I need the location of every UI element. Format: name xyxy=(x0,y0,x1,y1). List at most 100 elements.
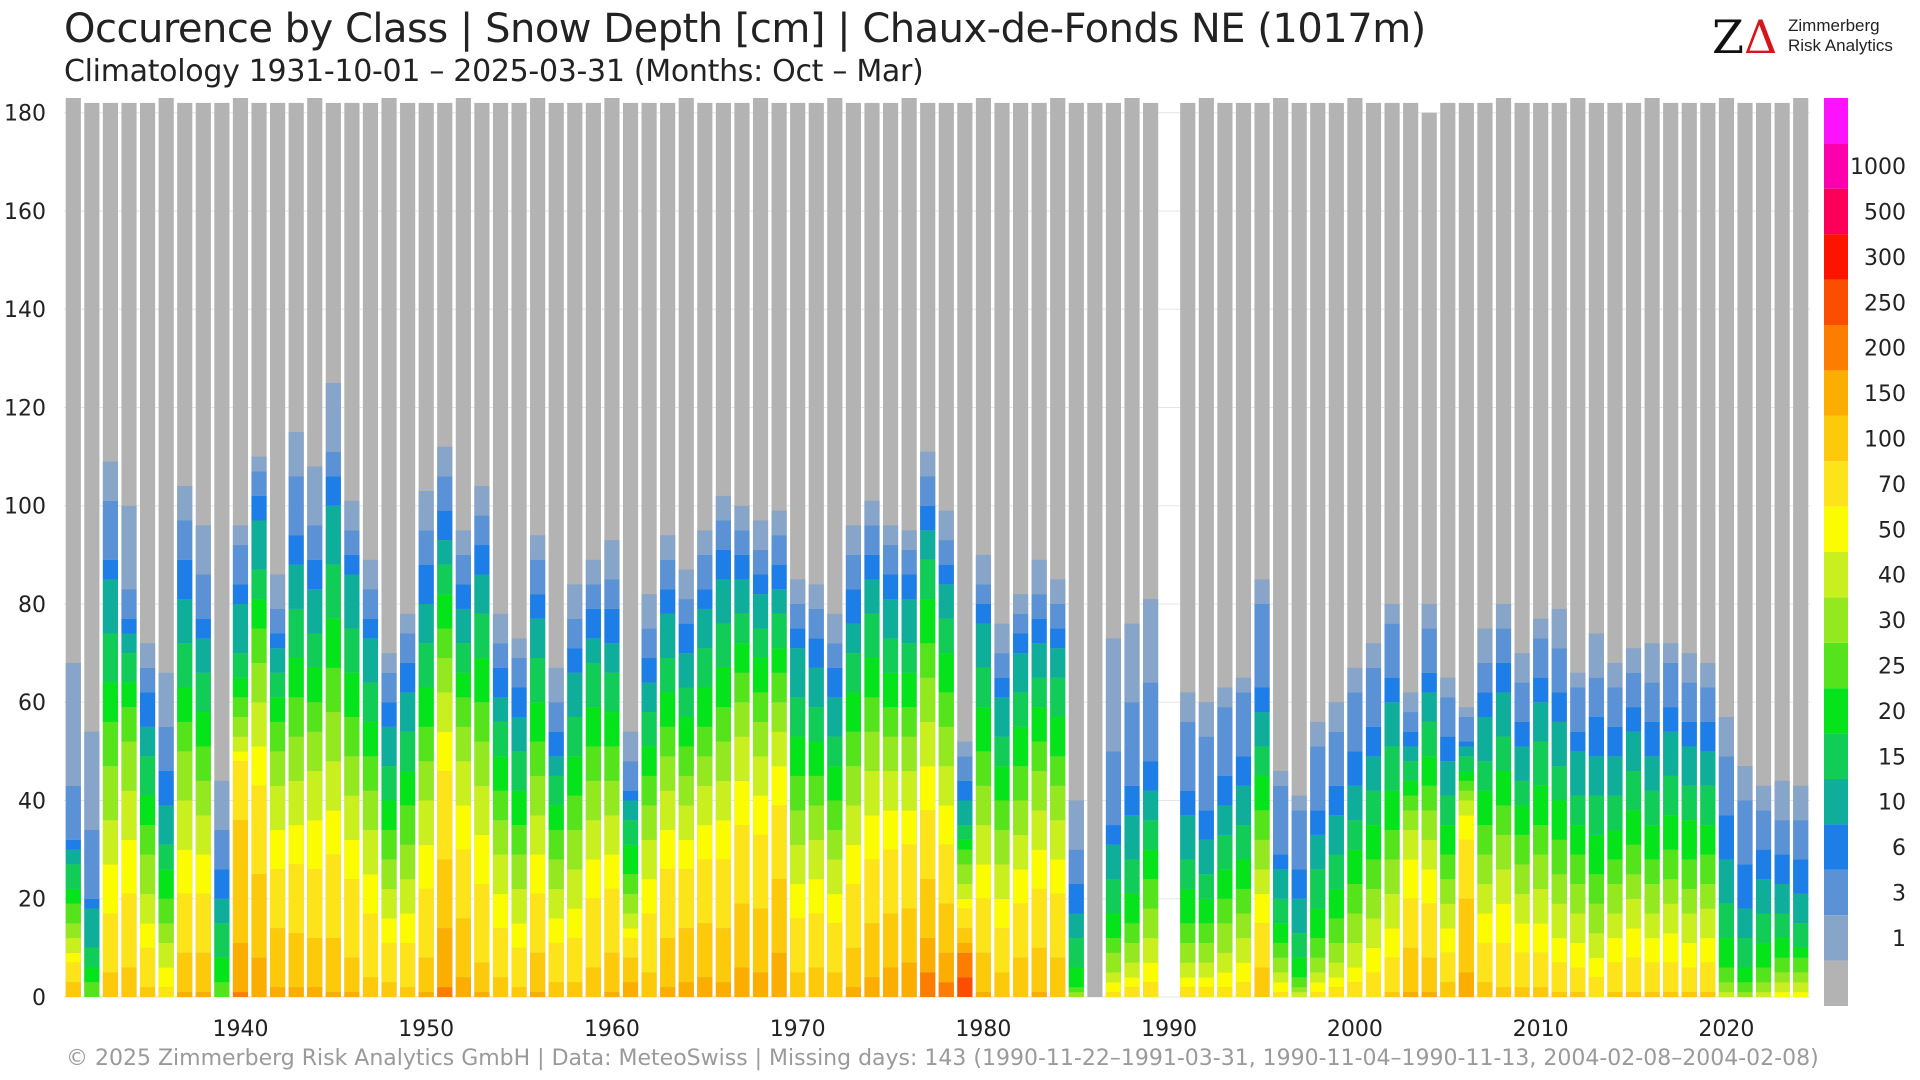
bar-segment-50 xyxy=(251,746,267,786)
bar-segment-25 xyxy=(938,692,954,727)
bar-segment-20 xyxy=(1458,771,1474,781)
bar-segment-10 xyxy=(1217,805,1233,835)
season-bar-1949 xyxy=(400,102,416,997)
bar-segment-100 xyxy=(994,972,1010,997)
bar-segment-100 xyxy=(511,987,527,997)
legend-label: 100 xyxy=(1864,428,1906,453)
bar-segment-3 xyxy=(455,554,471,585)
bar-segment-3 xyxy=(530,559,546,595)
bar-segment-6 xyxy=(84,898,100,909)
bar-segment-70 xyxy=(845,884,862,948)
bar-segment-50 xyxy=(437,731,453,772)
bar-segment-30 xyxy=(1774,972,1790,983)
bar-segment-6 xyxy=(975,603,992,624)
bar-segment-30 xyxy=(530,775,546,816)
bar-segment-10 xyxy=(1254,712,1270,747)
bar-segment-150 xyxy=(288,987,304,997)
bar-segment-25 xyxy=(1514,834,1530,865)
bar-segment-50 xyxy=(1644,938,1660,963)
bars xyxy=(65,98,1809,998)
bar-segment-100 xyxy=(437,859,453,929)
bar-segment-40 xyxy=(548,888,564,919)
bar-segment-10 xyxy=(1068,913,1084,939)
bar-segment-30 xyxy=(1663,879,1679,904)
bar-segment-15 xyxy=(641,712,657,747)
season-bar-2019 xyxy=(1700,102,1716,997)
bar-segment-150 xyxy=(270,987,286,997)
bar-segment-30 xyxy=(622,893,639,914)
bar-segment-20 xyxy=(1031,707,1047,742)
legend-label: 1 xyxy=(1892,927,1906,952)
bar-segment-6 xyxy=(102,559,119,580)
bar-segment-50 xyxy=(362,874,379,914)
bar-segment-50 xyxy=(1793,992,1809,997)
bar-segment-1 xyxy=(474,486,490,516)
bar-segment-10 xyxy=(344,574,360,629)
bar-segment-40 xyxy=(845,805,862,845)
bar-segment-30 xyxy=(362,790,379,830)
bar-segment-1 xyxy=(1403,692,1419,713)
bar-segment-25 xyxy=(1737,982,1753,993)
bar-segment-1 xyxy=(1588,633,1604,678)
bar-segment-25 xyxy=(362,756,379,791)
legend-label: 1000 xyxy=(1850,155,1906,180)
season-bar-1943 xyxy=(288,102,304,997)
bar-segment-6 xyxy=(567,648,583,673)
bar-segment-15 xyxy=(1718,903,1735,939)
bar-segment-30 xyxy=(1495,834,1512,870)
bar-segment-150 xyxy=(938,952,954,983)
bar-segment-6 xyxy=(1254,687,1270,713)
bar-segment-10 xyxy=(492,697,509,722)
bar-segment-10 xyxy=(1421,692,1437,722)
season-bar-1996 xyxy=(1273,98,1289,997)
logo-line-2: Risk Analytics xyxy=(1788,36,1893,55)
bar-segment-20 xyxy=(1440,825,1456,855)
season-bar-1992 xyxy=(1198,98,1214,997)
bar-segment-100 xyxy=(1533,987,1549,997)
bar-segment-150 xyxy=(1403,992,1419,997)
bar-segment-100 xyxy=(622,957,639,983)
bar-segment-no-snow xyxy=(1291,102,1307,997)
bar-segment-25 xyxy=(1328,918,1344,943)
bar-segment-100 xyxy=(492,977,509,997)
bar-segment-100 xyxy=(1421,957,1437,993)
bar-segment-25 xyxy=(1310,938,1326,958)
bar-segment-30 xyxy=(1347,913,1363,943)
bar-segment-1 xyxy=(790,579,806,604)
bar-segment-70 xyxy=(752,834,769,909)
bar-segment-40 xyxy=(270,785,286,830)
x-tick-label: 2010 xyxy=(1513,1017,1569,1042)
bar-segment-6 xyxy=(418,564,434,604)
bar-segment-20 xyxy=(121,682,137,708)
bar-segment-20 xyxy=(474,658,490,703)
bar-segment-100 xyxy=(344,957,360,993)
bar-segment-15 xyxy=(121,653,137,683)
bar-segment-20 xyxy=(1068,967,1084,988)
bar-segment-6 xyxy=(1217,775,1233,806)
bar-segment-20 xyxy=(1124,893,1140,924)
bar-segment-10 xyxy=(214,898,230,924)
bar-segment-10 xyxy=(1403,746,1419,762)
bar-segment-6 xyxy=(1793,859,1809,894)
bar-segment-1 xyxy=(938,510,954,541)
bar-segment-15 xyxy=(1012,692,1029,727)
season-bar-2011 xyxy=(1551,102,1567,997)
bar-segment-40 xyxy=(994,864,1010,899)
bar-segment-20 xyxy=(1143,849,1159,880)
bar-segment-50 xyxy=(1663,933,1679,963)
bar-segment-100 xyxy=(864,923,880,978)
bar-segment-10 xyxy=(1774,884,1790,914)
bar-segment-40 xyxy=(65,938,81,953)
bar-segment-20 xyxy=(381,800,397,830)
bar-segment-6 xyxy=(1551,692,1567,722)
bar-segment-30 xyxy=(139,854,156,894)
bar-segment-6 xyxy=(1681,721,1697,747)
bar-segment-3 xyxy=(1254,603,1270,688)
legend-swatch xyxy=(1824,642,1848,689)
bar-segment-40 xyxy=(882,771,899,811)
bar-segment-20 xyxy=(938,653,954,693)
bar-segment-15 xyxy=(1737,938,1753,968)
bar-segment-100 xyxy=(1681,992,1697,997)
legend-swatch xyxy=(1824,869,1848,916)
bar-segment-1 xyxy=(1012,594,1029,614)
